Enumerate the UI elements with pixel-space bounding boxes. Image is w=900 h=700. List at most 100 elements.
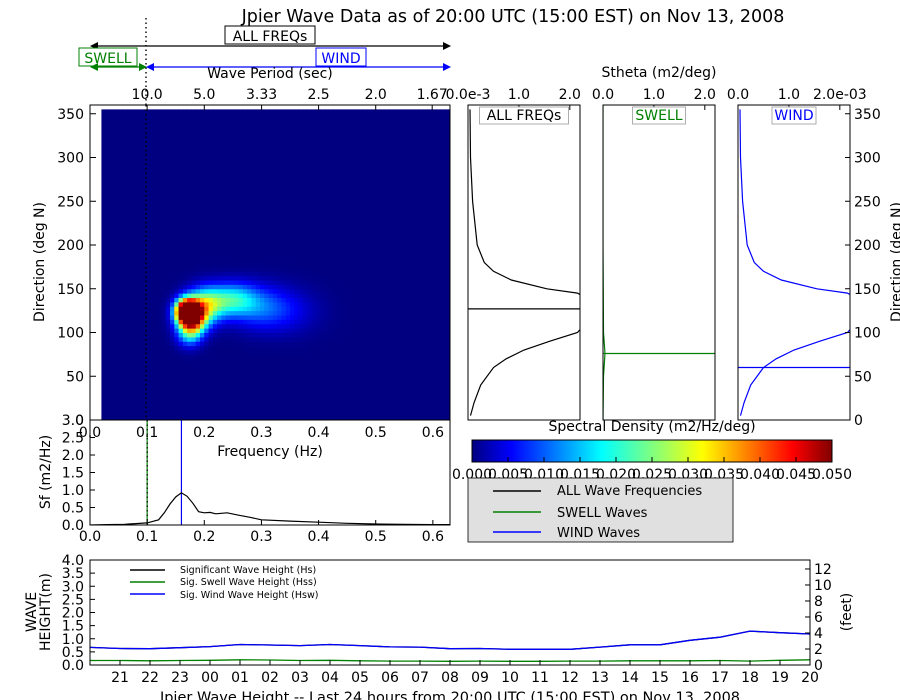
- heatmap-cell: [221, 411, 227, 417]
- heatmap-cell: [182, 192, 188, 198]
- heatmap-cell: [144, 236, 150, 242]
- heatmap-cell: [225, 140, 231, 145]
- heatmap-cell: [311, 323, 317, 329]
- heatmap-cell: [212, 231, 218, 237]
- heatmap-cell: [122, 153, 128, 159]
- heatmap-cell: [178, 358, 184, 364]
- heatmap-cell: [255, 363, 261, 369]
- heatmap-cell: [148, 402, 154, 408]
- heatmap-cell: [247, 192, 252, 198]
- heatmap-cell: [110, 389, 115, 395]
- heatmap-cell: [247, 411, 252, 417]
- heatmap-cell: [182, 406, 188, 412]
- heatmap-cell: [341, 113, 347, 119]
- heatmap-cell: [375, 332, 381, 338]
- heatmap-cell: [354, 288, 360, 294]
- heatmap-cell: [332, 179, 338, 185]
- heatmap-cell: [152, 297, 158, 303]
- heatmap-cell: [187, 275, 192, 281]
- heatmap-cell: [307, 157, 312, 163]
- heatmap-cell: [140, 293, 145, 299]
- heatmap-cell: [144, 284, 150, 290]
- heatmap-cell: [302, 192, 308, 198]
- heatmap-cell: [191, 118, 197, 124]
- heatmap-cell: [320, 354, 325, 360]
- heatmap-cell: [268, 332, 274, 338]
- heatmap-cell: [208, 341, 214, 347]
- heatmap-cell: [217, 341, 222, 347]
- heatmap-cell: [354, 411, 360, 417]
- heatmap-cell: [264, 258, 270, 264]
- heatmap-cell: [384, 288, 390, 294]
- heatmap-cell: [170, 227, 175, 233]
- heatmap-cell: [225, 109, 231, 115]
- heatmap-cell: [380, 363, 385, 369]
- heatmap-cell: [217, 376, 222, 382]
- heatmap-cell: [354, 253, 360, 259]
- heatmap-cell: [148, 153, 154, 159]
- heatmap-cell: [260, 319, 265, 325]
- heatmap-cell: [187, 122, 192, 128]
- heatmap-cell: [170, 253, 175, 259]
- heatmap-cell: [345, 201, 351, 207]
- heatmap-cell: [178, 179, 184, 185]
- heatmap-cell: [367, 345, 372, 351]
- heatmap-cell: [302, 113, 308, 119]
- heatmap-cell: [157, 398, 162, 404]
- heatmap-cell: [118, 288, 124, 294]
- heatmap-cell: [221, 192, 227, 198]
- heatmap-cell: [307, 284, 312, 290]
- heatmap-cell: [217, 201, 222, 207]
- heatmap-cell: [324, 271, 330, 277]
- heatmap-cell: [371, 306, 377, 312]
- heatmap-cell: [247, 345, 252, 351]
- heatmap-cell: [362, 126, 368, 132]
- heatmap-cell: [320, 188, 325, 193]
- heatmap-cell: [105, 161, 111, 167]
- heatmap-cell: [144, 350, 150, 355]
- heatmap-cell: [380, 293, 385, 299]
- heatmap-cell: [324, 223, 330, 228]
- heatmap-cell: [255, 336, 261, 342]
- heatmap-cell: [354, 214, 360, 220]
- heatmap-cell: [140, 118, 145, 124]
- heatmap-cell: [392, 310, 398, 316]
- heatmap-cell: [324, 245, 330, 250]
- heatmap-cell: [148, 398, 154, 404]
- heatmap-cell: [324, 140, 330, 145]
- heatmap-cell: [221, 218, 227, 224]
- heatmap-cell: [148, 170, 154, 176]
- heatmap-cell: [230, 170, 235, 176]
- heatmap-cell: [234, 266, 240, 272]
- heatmap-cell: [242, 315, 248, 320]
- heatmap-cell: [204, 411, 210, 417]
- heatmap-cell: [165, 157, 171, 163]
- heatmap-cell: [260, 336, 265, 342]
- heatmap-cell: [217, 113, 222, 119]
- heatmap-cell: [191, 249, 197, 255]
- heatmap-cell: [247, 144, 252, 150]
- heatmap-cell: [251, 367, 257, 373]
- heatmap-cell: [144, 402, 150, 408]
- heatmap-cell: [127, 231, 132, 237]
- heatmap-cell: [118, 345, 124, 351]
- heatmap-cell: [157, 126, 162, 132]
- heatmap-cell: [281, 332, 287, 338]
- heatmap-cell: [358, 402, 364, 408]
- heatmap-cell: [157, 166, 162, 172]
- heatmap-cell: [324, 135, 330, 141]
- heatmap-cell: [375, 166, 381, 172]
- heatmap-cell: [225, 153, 231, 159]
- heatmap-cell: [221, 109, 227, 115]
- heatmap-cell: [131, 402, 137, 408]
- heatmap-cell: [225, 280, 231, 285]
- heatmap-cell: [187, 227, 192, 233]
- heatmap-cell: [311, 192, 317, 198]
- heatmap-cell: [341, 214, 347, 220]
- heatmap-cell: [174, 245, 180, 250]
- heatmap-cell: [191, 406, 197, 412]
- heatmap-cell: [221, 236, 227, 242]
- heatmap-cell: [264, 389, 270, 395]
- heatmap-cell: [302, 231, 308, 237]
- heatmap-cell: [302, 118, 308, 124]
